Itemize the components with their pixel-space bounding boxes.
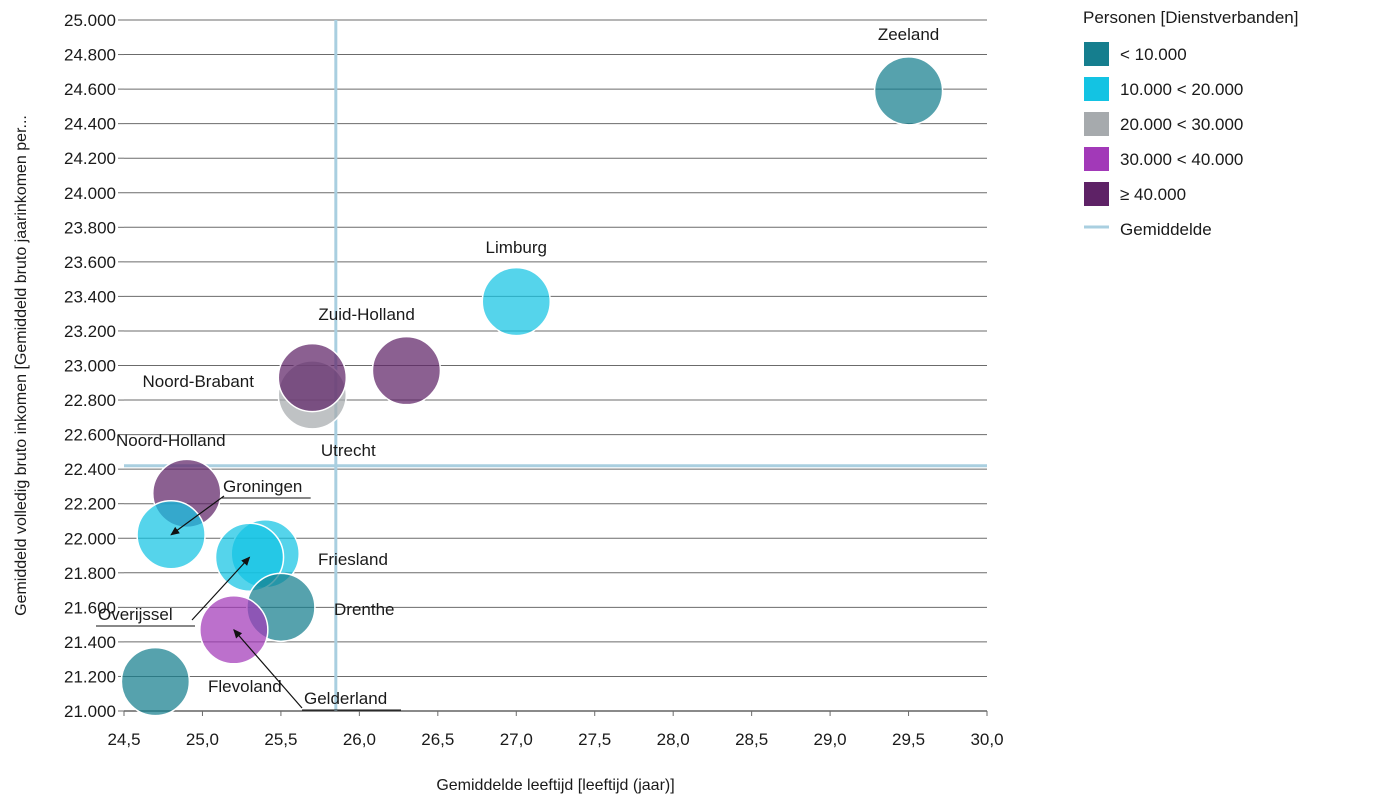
y-tick-label: 21.200 bbox=[64, 667, 116, 686]
y-tick-label: 22.400 bbox=[64, 460, 116, 479]
y-tick-label: 23.200 bbox=[64, 322, 116, 341]
legend-swatch bbox=[1084, 112, 1109, 136]
y-tick-label: 22.800 bbox=[64, 391, 116, 410]
y-tick-label: 23.000 bbox=[64, 357, 116, 376]
legend-swatch bbox=[1084, 182, 1109, 206]
x-axis-title: Gemiddelde leeftijd [leeftijd (jaar)] bbox=[436, 777, 674, 794]
x-tick-label: 25,0 bbox=[186, 730, 219, 749]
legend-item-label: 20.000 < 30.000 bbox=[1120, 115, 1243, 134]
bubble-label-gelderland: Gelderland bbox=[304, 689, 387, 708]
bubble-label-drenthe: Drenthe bbox=[334, 600, 394, 619]
bubble-labels: Zeeland Limburg Zuid-Holland Noord-Brabant U… bbox=[96, 25, 939, 711]
legend-item-label: < 10.000 bbox=[1120, 45, 1187, 64]
legend: Personen [Dienstverbanden] < 10.000 10.000… bbox=[1083, 8, 1298, 239]
y-tick-label: 21.000 bbox=[64, 702, 116, 721]
x-tick-label: 26,0 bbox=[343, 730, 376, 749]
bubble-zeeland bbox=[873, 56, 944, 126]
bubble-noord-brabant bbox=[277, 342, 348, 413]
callout-arrow-groningen bbox=[170, 495, 225, 536]
bubble-label-limburg: Limburg bbox=[486, 238, 547, 257]
x-tick-label: 28,5 bbox=[735, 730, 768, 749]
y-tick-label: 22.600 bbox=[64, 426, 116, 445]
legend-title: Personen [Dienstverbanden] bbox=[1083, 8, 1298, 27]
y-tick-label: 23.400 bbox=[64, 287, 116, 306]
y-tick-label: 22.200 bbox=[64, 495, 116, 514]
y-axis-title: Gemiddeld volledig bruto inkomen [Gemidd… bbox=[13, 115, 30, 616]
bubble-label-zuid-holland: Zuid-Holland bbox=[318, 305, 414, 324]
x-tick-label: 24,5 bbox=[107, 730, 140, 749]
y-tick-label: 24.000 bbox=[64, 184, 116, 203]
callout-arrow-overijssel bbox=[191, 556, 251, 621]
bubble-label-groningen: Groningen bbox=[223, 477, 302, 496]
bubble-label-utrecht: Utrecht bbox=[321, 441, 376, 460]
x-tick-label: 27,5 bbox=[578, 730, 611, 749]
bubble-label-flevoland: Flevoland bbox=[208, 677, 282, 696]
bubble-label-friesland: Friesland bbox=[318, 550, 388, 569]
legend-item-label: Gemiddelde bbox=[1120, 220, 1212, 239]
legend-swatch bbox=[1084, 42, 1109, 66]
bubble-label-noord-brabant: Noord-Brabant bbox=[142, 372, 254, 391]
y-tick-label: 25.000 bbox=[64, 11, 116, 30]
legend-item-label: 30.000 < 40.000 bbox=[1120, 150, 1243, 169]
y-tick-label: 24.600 bbox=[64, 80, 116, 99]
y-tick-label: 24.200 bbox=[64, 149, 116, 168]
x-tick-label: 29,5 bbox=[892, 730, 925, 749]
legend-swatch bbox=[1084, 77, 1109, 101]
y-tick-label: 21.600 bbox=[64, 598, 116, 617]
bubble-zuid-holland bbox=[371, 335, 442, 406]
bubble-label-zeeland: Zeeland bbox=[878, 25, 939, 44]
bubble-label-noord-holland: Noord-Holland bbox=[116, 431, 226, 450]
legend-item-label: ≥ 40.000 bbox=[1120, 185, 1186, 204]
x-tick-label: 25,5 bbox=[264, 730, 297, 749]
x-tick-label: 26,5 bbox=[421, 730, 454, 749]
x-tick-label: 28,0 bbox=[657, 730, 690, 749]
y-tick-label: 21.400 bbox=[64, 633, 116, 652]
bubble-flevoland bbox=[120, 646, 191, 717]
y-tick-label: 23.800 bbox=[64, 218, 116, 237]
legend-swatch bbox=[1084, 147, 1109, 171]
x-tick-label: 29,0 bbox=[814, 730, 847, 749]
legend-item-label: 10.000 < 20.000 bbox=[1120, 80, 1243, 99]
x-tick-label: 27,0 bbox=[500, 730, 533, 749]
y-tick-label: 23.600 bbox=[64, 253, 116, 272]
callout-arrow-gelderland bbox=[233, 629, 303, 709]
y-tick-label: 24.800 bbox=[64, 46, 116, 65]
bubble-label-overijssel: Overijssel bbox=[98, 605, 173, 624]
y-tick-label: 22.000 bbox=[64, 529, 116, 548]
y-tick-label: 24.400 bbox=[64, 115, 116, 134]
x-tick-label: 30,0 bbox=[970, 730, 1003, 749]
y-tick-label: 21.800 bbox=[64, 564, 116, 583]
bubble-limburg bbox=[481, 266, 552, 337]
